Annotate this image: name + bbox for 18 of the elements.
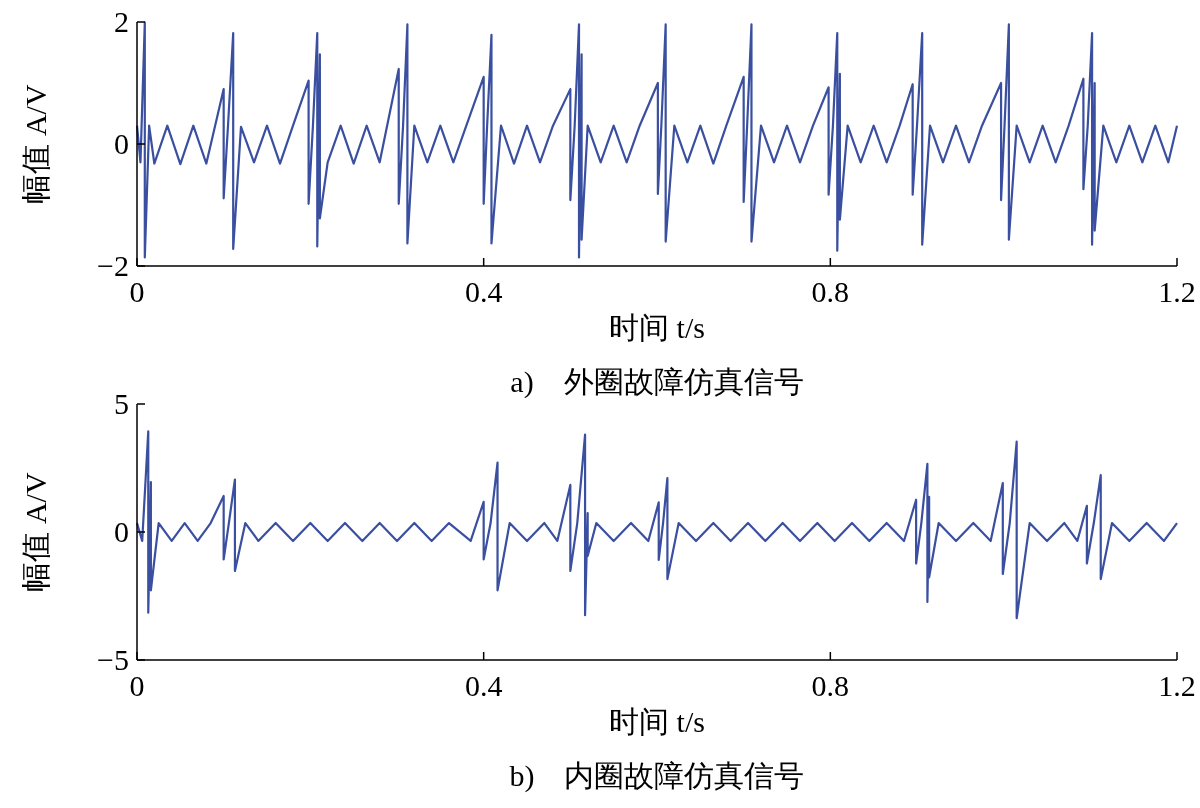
text: b) 内圈故障仿真信号 bbox=[509, 759, 805, 793]
x-tick-label: 1.2 bbox=[1158, 275, 1196, 308]
y-tick-label: 5 bbox=[114, 387, 129, 420]
y-tick-label: 0 bbox=[114, 515, 129, 548]
y-axis-title: 幅值 A/V bbox=[19, 472, 52, 592]
y-tick-label: 2 bbox=[114, 5, 129, 38]
y-tick-label: 0 bbox=[114, 127, 129, 160]
y-tick-label: −2 bbox=[97, 249, 129, 282]
x-axis-title: 时间 t/s bbox=[609, 705, 705, 738]
text: a) 外圈故障仿真信号 bbox=[510, 365, 804, 399]
x-tick-label: 0.4 bbox=[464, 275, 503, 308]
x-tick-label: 0.8 bbox=[811, 669, 850, 702]
y-tick-label: −5 bbox=[97, 643, 129, 676]
x-tick-label: 0.8 bbox=[811, 275, 850, 308]
x-tick-label: 1.2 bbox=[1158, 669, 1196, 702]
x-tick-label: 0.4 bbox=[464, 669, 503, 702]
y-axis-title: 幅值 A/V bbox=[19, 84, 52, 204]
x-axis-title: 时间 t/s bbox=[609, 311, 705, 344]
